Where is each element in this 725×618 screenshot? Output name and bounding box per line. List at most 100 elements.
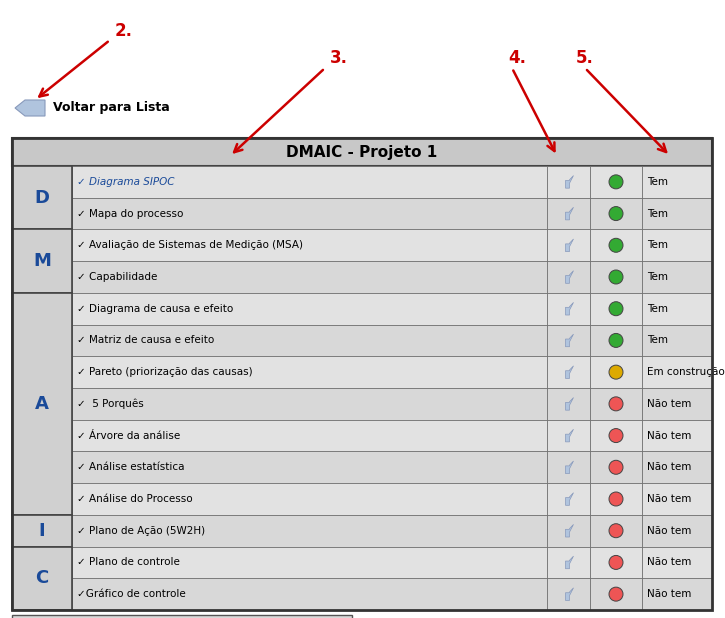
Text: C: C — [36, 569, 49, 587]
Bar — [72, 515, 547, 546]
Bar — [547, 324, 590, 357]
Bar — [72, 229, 547, 261]
Bar — [72, 198, 547, 229]
Text: ✓ Diagrama de causa e efeito: ✓ Diagrama de causa e efeito — [77, 303, 233, 314]
Bar — [12, 615, 352, 618]
Bar — [547, 166, 590, 198]
Bar — [642, 483, 712, 515]
Text: 5.: 5. — [576, 49, 594, 67]
Text: Não tem: Não tem — [647, 399, 692, 409]
Polygon shape — [15, 100, 45, 116]
Circle shape — [609, 302, 623, 316]
Text: Tem: Tem — [647, 336, 668, 345]
Bar — [72, 420, 547, 451]
Bar — [72, 451, 547, 483]
Bar — [12, 515, 72, 546]
Text: ✓ Análise estatística: ✓ Análise estatística — [77, 462, 184, 472]
Circle shape — [609, 492, 623, 506]
Text: ✓ Pareto (priorização das causas): ✓ Pareto (priorização das causas) — [77, 367, 252, 377]
Bar — [590, 166, 642, 198]
Bar — [72, 261, 547, 293]
Text: 2.: 2. — [115, 22, 133, 40]
Polygon shape — [566, 334, 573, 347]
Polygon shape — [566, 239, 573, 252]
Bar — [72, 357, 547, 388]
Text: Tem: Tem — [647, 177, 668, 187]
Bar — [12, 578, 72, 610]
Circle shape — [609, 556, 623, 569]
Text: Não tem: Não tem — [647, 431, 692, 441]
Bar — [642, 451, 712, 483]
Text: ✓ Capabilidade: ✓ Capabilidade — [77, 272, 157, 282]
Bar — [547, 229, 590, 261]
Text: ✓ Análise do Processo: ✓ Análise do Processo — [77, 494, 193, 504]
Bar — [547, 451, 590, 483]
Text: Tem: Tem — [647, 240, 668, 250]
Text: Tem: Tem — [647, 303, 668, 314]
Text: 3.: 3. — [330, 49, 348, 67]
Bar — [12, 451, 72, 483]
Bar — [12, 483, 72, 515]
Bar — [642, 324, 712, 357]
Bar — [590, 261, 642, 293]
Text: M: M — [33, 252, 51, 270]
Circle shape — [609, 365, 623, 379]
Bar — [590, 515, 642, 546]
Bar — [547, 578, 590, 610]
Bar — [590, 357, 642, 388]
Bar — [590, 546, 642, 578]
Bar — [590, 293, 642, 324]
Bar — [590, 229, 642, 261]
Bar — [590, 324, 642, 357]
Text: ✓ Plano de Ação (5W2H): ✓ Plano de Ação (5W2H) — [77, 526, 205, 536]
Circle shape — [609, 523, 623, 538]
Polygon shape — [566, 588, 573, 601]
Text: Não tem: Não tem — [647, 589, 692, 599]
Text: Tem: Tem — [647, 208, 668, 219]
Circle shape — [609, 175, 623, 189]
Text: Não tem: Não tem — [647, 462, 692, 472]
Bar — [12, 138, 712, 610]
Circle shape — [609, 587, 623, 601]
Bar — [547, 546, 590, 578]
Bar — [642, 546, 712, 578]
Bar — [590, 451, 642, 483]
Circle shape — [609, 460, 623, 474]
Bar — [547, 198, 590, 229]
Bar — [547, 357, 590, 388]
Text: Não tem: Não tem — [647, 494, 692, 504]
Text: ✓ Plano de controle: ✓ Plano de controle — [77, 557, 180, 567]
Polygon shape — [566, 493, 573, 506]
Bar — [12, 388, 72, 420]
Text: Não tem: Não tem — [647, 557, 692, 567]
Bar — [642, 515, 712, 546]
Bar — [72, 166, 547, 198]
Bar — [642, 198, 712, 229]
Bar — [590, 483, 642, 515]
Bar — [12, 229, 72, 293]
Bar — [642, 388, 712, 420]
Bar — [642, 357, 712, 388]
Text: ✓ Árvore da análise: ✓ Árvore da análise — [77, 431, 181, 441]
Text: D: D — [35, 188, 49, 206]
Text: Não tem: Não tem — [647, 526, 692, 536]
Bar — [12, 515, 72, 546]
Bar — [72, 546, 547, 578]
Bar — [590, 578, 642, 610]
Text: DMAIC - Projeto 1: DMAIC - Projeto 1 — [286, 145, 438, 159]
Bar — [72, 483, 547, 515]
Bar — [12, 229, 72, 261]
Circle shape — [609, 397, 623, 411]
Circle shape — [609, 428, 623, 442]
Polygon shape — [566, 397, 573, 410]
Bar — [547, 420, 590, 451]
Text: ✓ Avaliação de Sistemas de Medição (MSA): ✓ Avaliação de Sistemas de Medição (MSA) — [77, 240, 303, 250]
Polygon shape — [566, 271, 573, 283]
Bar — [547, 483, 590, 515]
Text: 4.: 4. — [508, 49, 526, 67]
Bar — [12, 324, 72, 357]
Polygon shape — [566, 207, 573, 220]
Polygon shape — [566, 176, 573, 188]
Polygon shape — [566, 430, 573, 442]
Text: ✓ Matriz de causa e efeito: ✓ Matriz de causa e efeito — [77, 336, 215, 345]
